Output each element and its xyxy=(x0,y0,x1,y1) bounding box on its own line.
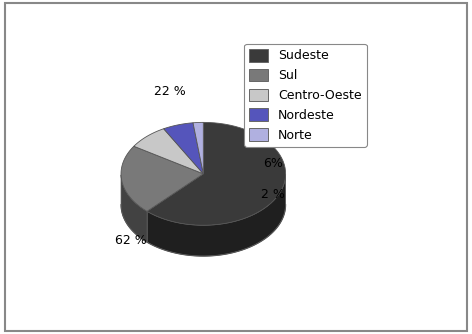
Polygon shape xyxy=(121,146,203,211)
Text: 62 %: 62 % xyxy=(116,234,147,247)
Polygon shape xyxy=(164,123,203,174)
Polygon shape xyxy=(147,122,286,225)
Legend: Sudeste, Sul, Centro-Oeste, Nordeste, Norte: Sudeste, Sul, Centro-Oeste, Nordeste, No… xyxy=(244,44,367,147)
Polygon shape xyxy=(147,175,286,256)
Polygon shape xyxy=(193,122,203,174)
Text: 8%: 8% xyxy=(263,124,283,137)
Polygon shape xyxy=(134,129,203,174)
Text: 6%: 6% xyxy=(263,157,283,170)
Text: 22 %: 22 % xyxy=(154,85,186,98)
Text: 2 %: 2 % xyxy=(261,188,285,201)
Polygon shape xyxy=(121,175,147,242)
